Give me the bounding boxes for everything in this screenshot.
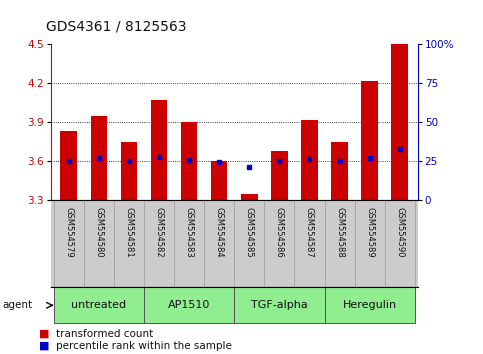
Text: GSM554584: GSM554584	[215, 207, 224, 258]
Text: TGF-alpha: TGF-alpha	[251, 300, 308, 310]
Text: Heregulin: Heregulin	[342, 300, 397, 310]
Text: GSM554587: GSM554587	[305, 207, 314, 258]
Bar	[331, 142, 348, 200]
Bar	[121, 142, 137, 200]
Text: ■: ■	[39, 329, 49, 338]
Text: GSM554585: GSM554585	[245, 207, 254, 258]
Text: GSM554579: GSM554579	[64, 207, 73, 258]
Bar	[211, 161, 227, 200]
Bar	[241, 194, 257, 200]
Text: agent: agent	[2, 300, 32, 310]
Bar	[234, 287, 325, 323]
Bar	[144, 287, 234, 323]
Bar	[361, 81, 378, 200]
Bar	[151, 100, 167, 200]
Text: GSM554589: GSM554589	[365, 207, 374, 258]
Text: ■: ■	[39, 340, 49, 350]
Bar	[271, 151, 288, 200]
Text: GSM554586: GSM554586	[275, 207, 284, 258]
Text: transformed count: transformed count	[56, 329, 153, 339]
Text: GSM554588: GSM554588	[335, 207, 344, 258]
Bar	[91, 116, 107, 200]
Bar	[301, 120, 318, 200]
Text: GDS4361 / 8125563: GDS4361 / 8125563	[46, 19, 186, 34]
Text: GSM554581: GSM554581	[125, 207, 133, 258]
Bar	[60, 131, 77, 200]
Text: untreated: untreated	[71, 300, 127, 310]
Text: GSM554580: GSM554580	[94, 207, 103, 258]
Bar	[391, 44, 408, 200]
Bar	[54, 287, 144, 323]
Text: GSM554582: GSM554582	[155, 207, 164, 258]
Text: GSM554590: GSM554590	[395, 207, 404, 257]
Bar	[325, 287, 415, 323]
Text: AP1510: AP1510	[168, 300, 210, 310]
Text: GSM554583: GSM554583	[185, 207, 194, 258]
Text: percentile rank within the sample: percentile rank within the sample	[56, 341, 231, 351]
Bar	[181, 122, 198, 200]
